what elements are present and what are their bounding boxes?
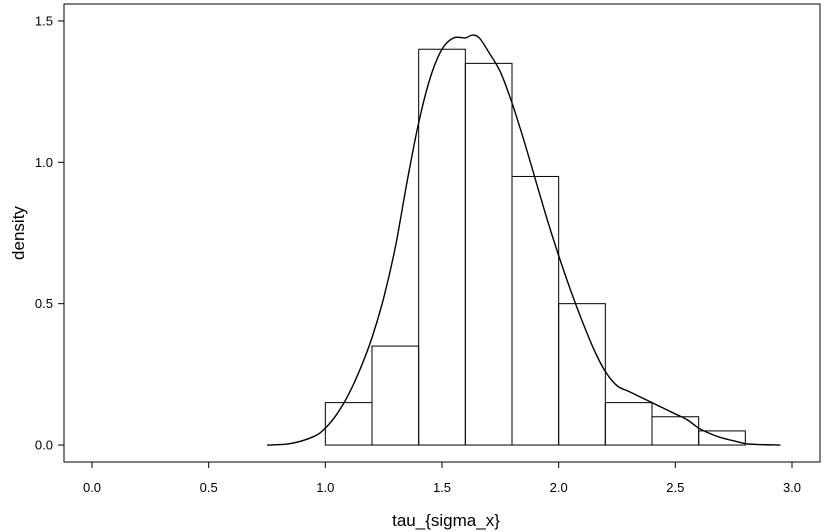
y-tick-label-1: 0.5 — [35, 296, 53, 311]
y-tick-label-3: 1.5 — [35, 13, 53, 28]
x-axis-title: tau_{sigma_x} — [392, 511, 500, 530]
plot-frame — [63, 3, 821, 463]
histogram-bar-4 — [464, 62, 513, 446]
x-tick-label-3: 1.5 — [433, 480, 451, 495]
histogram-bar-5 — [511, 175, 560, 446]
y-axis: 0.0 0.5 1.0 1.5 — [35, 13, 64, 453]
histogram-bar-6 — [558, 303, 606, 446]
histogram-bar-2 — [371, 345, 420, 446]
x-axis: 0.0 0.5 1.0 1.5 2.0 2.5 3.0 — [83, 462, 801, 495]
y-axis-title: density — [9, 206, 28, 260]
histogram-bar-1 — [324, 402, 373, 446]
x-tick-label-6: 3.0 — [783, 480, 801, 495]
y-tick-label-0: 0.0 — [35, 438, 53, 453]
histogram-bar-3 — [418, 48, 466, 446]
x-tick-label-4: 2.0 — [550, 480, 568, 495]
histogram-bar-9 — [698, 430, 746, 446]
histogram-bars — [324, 48, 746, 446]
x-tick-label-1: 0.5 — [200, 480, 218, 495]
histogram-bar-8 — [651, 416, 700, 446]
x-tick-label-0: 0.0 — [83, 480, 101, 495]
histogram-bar-7 — [604, 402, 653, 446]
y-tick-label-2: 1.0 — [35, 155, 53, 170]
x-tick-label-2: 1.0 — [316, 480, 334, 495]
density-curve — [266, 34, 781, 446]
x-tick-label-5: 2.5 — [666, 480, 684, 495]
